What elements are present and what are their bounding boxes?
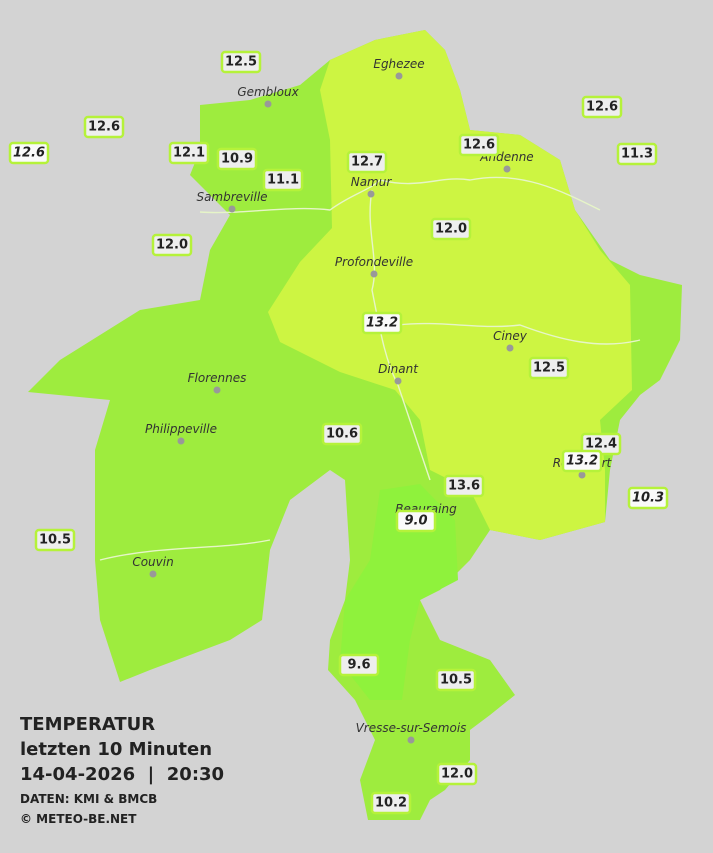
town-dot <box>503 165 511 173</box>
station-box <box>338 653 380 677</box>
town-dot <box>177 437 185 445</box>
station-box <box>561 449 603 473</box>
station-box <box>346 150 388 174</box>
station-value: 12.6 <box>88 120 120 135</box>
station-box <box>34 528 76 552</box>
station-value: 10.5 <box>440 673 472 688</box>
station-value: 11.1 <box>267 173 299 188</box>
town-label: Sambreville <box>196 190 267 204</box>
rivers <box>99 176 641 561</box>
town-label: Couvin <box>132 555 173 569</box>
town-label: Ciney <box>493 329 528 343</box>
town-dot <box>149 570 157 578</box>
river-viroin <box>99 539 271 561</box>
station-value: 12.7 <box>351 155 383 170</box>
legend-copyright: © METEO-BE.NET <box>20 812 137 826</box>
station-value: 13.2 <box>566 454 598 469</box>
station-box <box>361 311 403 335</box>
station-box <box>616 142 658 166</box>
station-box <box>430 217 472 241</box>
river-sambre-meuse <box>199 176 601 214</box>
legend-source: DATEN: KMI & BMCB <box>20 792 157 806</box>
town-label: Philippeville <box>145 422 217 436</box>
town-dot <box>264 100 272 108</box>
station-box <box>627 486 669 510</box>
station-value: 13.2 <box>366 316 398 331</box>
town-label: Vresse-sur-Semois <box>356 721 467 735</box>
town-dot <box>506 344 514 352</box>
station-box <box>216 147 258 171</box>
station-box <box>370 791 412 815</box>
station-value: 12.5 <box>533 361 565 376</box>
town-dot <box>407 736 415 744</box>
station-value: 10.2 <box>375 796 407 811</box>
river-ourthe <box>397 322 641 345</box>
station-value: 12.0 <box>435 222 467 237</box>
station-value: 10.5 <box>39 533 71 548</box>
station-value: 12.4 <box>585 437 617 452</box>
region-cool <box>340 484 458 700</box>
station-value: 12.5 <box>225 55 257 70</box>
legend-subtitle: letzten 10 Minuten <box>20 739 212 760</box>
station-value: 10.6 <box>326 427 358 442</box>
station-box <box>458 133 500 157</box>
station-value: 13.6 <box>448 479 480 494</box>
station-value: 10.9 <box>221 152 253 167</box>
town-dot <box>578 471 586 479</box>
river-meuse <box>369 189 431 481</box>
town-label: Florennes <box>188 371 247 385</box>
town-label: Dinant <box>378 362 419 376</box>
station-box <box>436 762 478 786</box>
station-box <box>528 356 570 380</box>
station-box <box>8 141 50 165</box>
town-label: Namur <box>351 175 393 189</box>
station-box <box>581 95 623 119</box>
town-label: Eghezee <box>373 57 424 71</box>
station-value: 9.6 <box>347 658 370 673</box>
town-label: Gembloux <box>237 85 299 99</box>
station-value: 9.0 <box>404 514 427 529</box>
station-value: 12.6 <box>586 100 618 115</box>
station-box <box>220 50 262 74</box>
legend: TEMPERATUR letzten 10 Minuten 14-04-2026… <box>20 714 224 826</box>
town-dot <box>228 205 236 213</box>
station-box <box>435 668 477 692</box>
town-dot <box>395 72 403 80</box>
station-value: 12.0 <box>441 767 473 782</box>
town-label: Profondeville <box>335 255 413 269</box>
station-box <box>395 509 437 533</box>
station-value: 12.6 <box>13 146 45 161</box>
station-value: 12.6 <box>463 138 495 153</box>
station-value: 12.0 <box>156 238 188 253</box>
stations: 12.5 12.6 12.6 12.1 10.9 11.1 12.7 12.6 12.6 11.3… <box>8 50 669 815</box>
station-box <box>262 168 304 192</box>
station-box <box>151 233 193 257</box>
station-box <box>83 115 125 139</box>
station-box <box>443 474 485 498</box>
legend-title: TEMPERATUR <box>20 714 155 735</box>
station-value: 12.1 <box>173 146 205 161</box>
town-dot <box>394 377 402 385</box>
town-dot <box>367 190 375 198</box>
station-value: 11.3 <box>621 147 653 162</box>
station-box <box>321 422 363 446</box>
town-dot <box>370 270 378 278</box>
town-dot <box>213 386 221 394</box>
station-value: 10.3 <box>632 491 664 506</box>
station-box <box>168 141 210 165</box>
legend-datetime: 14-04-2026 | 20:30 <box>20 764 224 785</box>
